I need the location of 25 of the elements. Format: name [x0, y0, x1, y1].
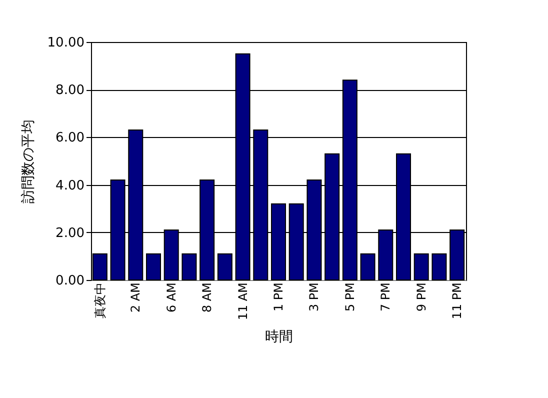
y-tick-label: 10.00 — [47, 36, 84, 50]
bar — [414, 253, 429, 280]
x-tick-label: 3 PM — [307, 282, 322, 312]
bar — [146, 253, 161, 280]
x-axis-title: 時間 — [265, 329, 293, 346]
x-tick-label: 11 PM — [450, 282, 464, 320]
bar — [217, 253, 232, 280]
y-tick-label: 0.00 — [56, 274, 84, 288]
bar — [182, 253, 197, 280]
x-tick-label: 8 AM — [200, 282, 214, 313]
x-tick-label: 5 PM — [342, 282, 357, 312]
bar — [360, 253, 376, 280]
y-tick-label: 2.00 — [56, 226, 84, 241]
y-tick-label: 8.00 — [56, 83, 84, 98]
x-tick-label: 2 AM — [128, 282, 143, 313]
x-tick-label: 11 AM — [236, 282, 250, 320]
x-tick-label: 真夜中 — [92, 282, 107, 318]
y-tick-label: 6.00 — [56, 130, 84, 146]
y-tick-label: 4.00 — [56, 178, 84, 194]
x-tick-label: 6 AM — [164, 282, 178, 313]
y-axis-title: 訪問数の平均 — [20, 120, 36, 204]
x-tick-label: 9 PM — [414, 282, 428, 312]
x-tick-label: 7 PM — [378, 282, 393, 312]
bar — [432, 253, 447, 280]
x-tick-label: 1 PM — [272, 282, 286, 312]
